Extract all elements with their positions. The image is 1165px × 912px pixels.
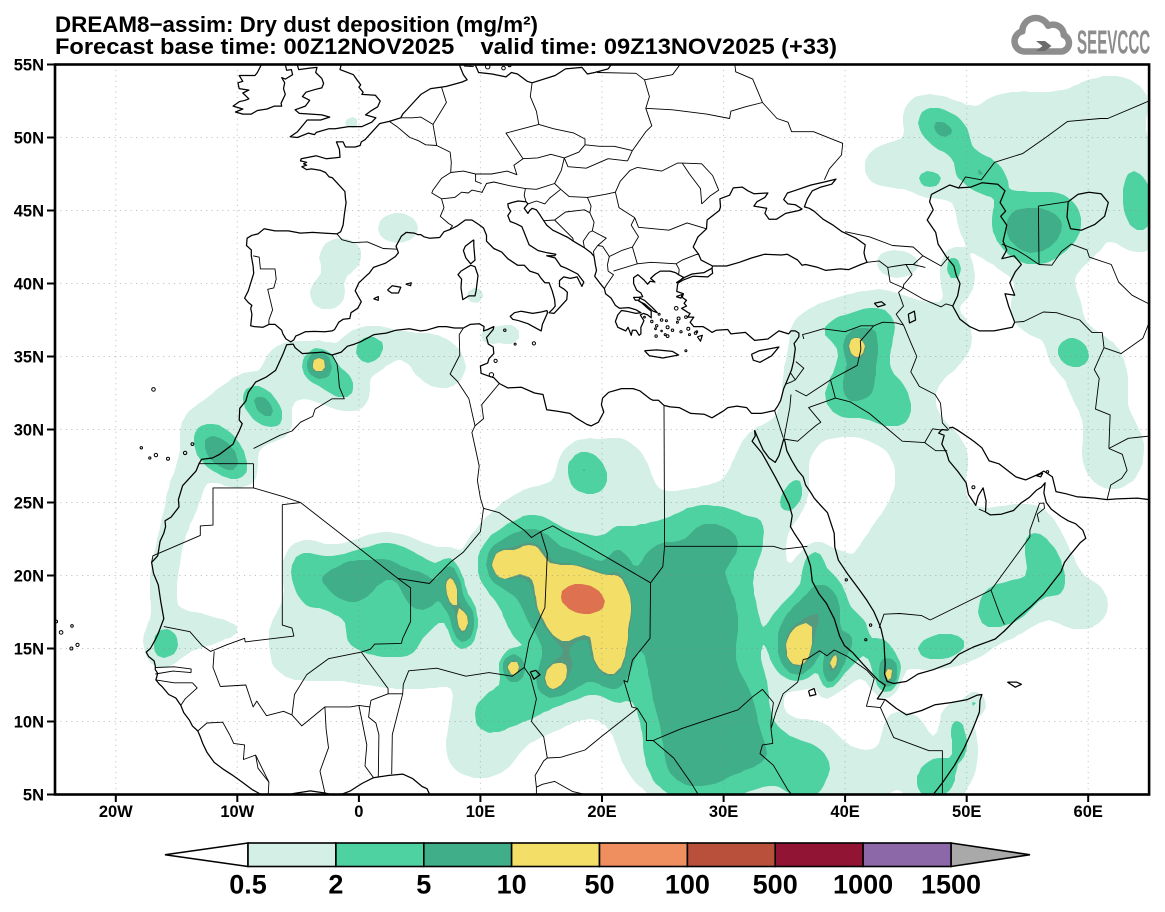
svg-text:50E: 50E xyxy=(952,803,981,821)
svg-text:30E: 30E xyxy=(709,803,738,821)
svg-text:5N: 5N xyxy=(23,787,44,805)
svg-text:40N: 40N xyxy=(14,276,44,294)
svg-text:20N: 20N xyxy=(14,568,44,586)
svg-text:0.5: 0.5 xyxy=(229,870,267,900)
svg-text:20E: 20E xyxy=(587,803,616,821)
svg-text:20W: 20W xyxy=(99,803,133,821)
svg-text:30N: 30N xyxy=(14,422,44,440)
svg-text:25N: 25N xyxy=(14,495,44,513)
svg-text:SEEVCCC: SEEVCCC xyxy=(1077,23,1150,61)
svg-text:0: 0 xyxy=(354,803,363,821)
svg-text:DREAM8−assim: Dry dust deposit: DREAM8−assim: Dry dust deposition (mg/m²… xyxy=(55,12,538,37)
svg-text:35N: 35N xyxy=(14,349,44,367)
svg-text:10N: 10N xyxy=(14,714,44,732)
svg-text:5: 5 xyxy=(416,870,431,900)
svg-text:10E: 10E xyxy=(466,803,495,821)
svg-text:1500: 1500 xyxy=(921,870,981,900)
svg-text:500: 500 xyxy=(753,870,798,900)
svg-text:Forecast base time: 00Z12NOV20: Forecast base time: 00Z12NOV2025 valid t… xyxy=(55,34,837,59)
svg-text:40E: 40E xyxy=(830,803,859,821)
svg-text:55N: 55N xyxy=(14,57,44,75)
svg-text:50N: 50N xyxy=(14,130,44,148)
svg-text:100: 100 xyxy=(665,870,710,900)
svg-text:2: 2 xyxy=(328,870,343,900)
svg-text:45N: 45N xyxy=(14,203,44,221)
svg-text:60E: 60E xyxy=(1074,803,1103,821)
svg-text:10W: 10W xyxy=(220,803,254,821)
svg-text:15N: 15N xyxy=(14,641,44,659)
svg-text:1000: 1000 xyxy=(833,870,893,900)
svg-text:10: 10 xyxy=(497,870,527,900)
svg-text:50: 50 xyxy=(584,870,614,900)
